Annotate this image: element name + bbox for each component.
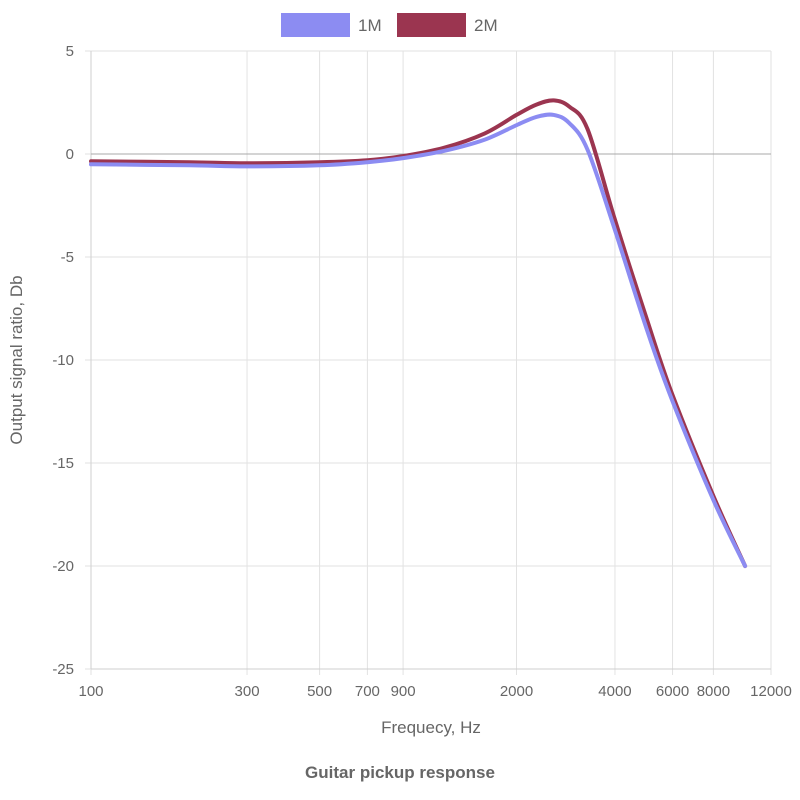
x-tick-label: 8000 (697, 683, 730, 700)
legend-label-2m[interactable]: 2M (474, 16, 498, 35)
legend[interactable]: 1M 2M (281, 13, 498, 37)
legend-label-1m[interactable]: 1M (358, 16, 382, 35)
x-tick-label: 2000 (500, 683, 533, 700)
x-tick-label: 100 (78, 683, 103, 700)
x-tick-label: 6000 (656, 683, 689, 700)
y-tick-label: -15 (52, 455, 74, 472)
x-axis-ticks: 100 300 500 700 900 2000 4000 6000 8000 12000 (78, 683, 791, 700)
y-tick-label: -10 (52, 352, 74, 369)
x-axis-title: Frequecy, Hz (381, 718, 481, 737)
y-tick-label: 5 (66, 43, 74, 60)
series-line-1m (89, 112, 748, 568)
x-tick-label: 300 (235, 683, 260, 700)
x-tick-label: 500 (307, 683, 332, 700)
series-group (89, 98, 748, 568)
x-tick-label: 12000 (750, 683, 792, 700)
y-axis-ticks: 5 0 -5 -10 -15 -20 -25 (52, 43, 74, 678)
legend-swatch-1m[interactable] (281, 13, 350, 37)
chart-title: Guitar pickup response (305, 763, 495, 782)
y-tick-label: -25 (52, 661, 74, 678)
grid (85, 50, 772, 675)
legend-swatch-2m[interactable] (397, 13, 466, 37)
x-tick-label: 4000 (598, 683, 631, 700)
series-line-2m (89, 98, 748, 568)
x-tick-label: 900 (391, 683, 416, 700)
y-tick-label: -5 (61, 249, 74, 266)
y-axis-title: Output signal ratio, Db (7, 275, 26, 444)
x-tick-label: 700 (355, 683, 380, 700)
y-tick-label: 0 (66, 146, 74, 163)
y-tick-label: -20 (52, 558, 74, 575)
